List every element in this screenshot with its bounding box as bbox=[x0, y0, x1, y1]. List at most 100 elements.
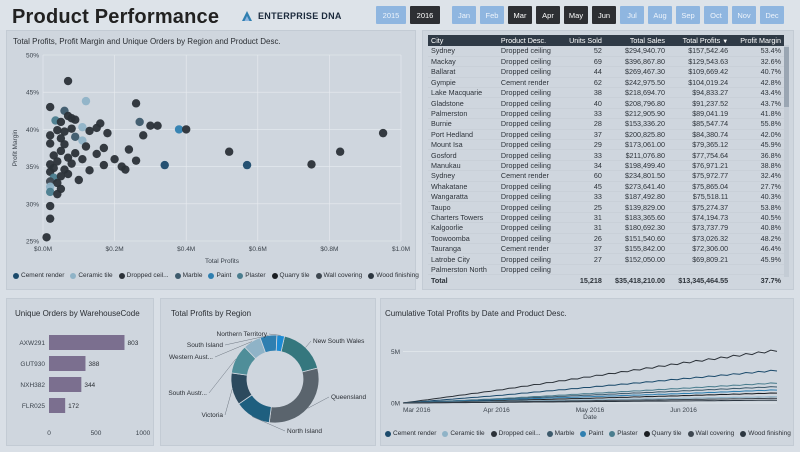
table-row[interactable]: Burnie Dropped ceiling 28 $153,336.20 $85,54… bbox=[428, 118, 784, 130]
scatter-point[interactable] bbox=[63, 169, 73, 179]
scatter-point[interactable] bbox=[307, 160, 316, 169]
month-jul-button[interactable]: Jul bbox=[620, 6, 644, 24]
table-row[interactable]: Whakatane Dropped ceiling 45 $273,641.40 $75… bbox=[428, 181, 784, 192]
scatter-point[interactable] bbox=[78, 154, 87, 164]
scatter-point[interactable] bbox=[92, 123, 101, 133]
scatter-point[interactable] bbox=[78, 122, 87, 132]
scatter-point[interactable] bbox=[71, 149, 80, 158]
col-city[interactable]: City bbox=[428, 35, 498, 46]
table-row[interactable]: Lake Macquarie Dropped ceiling 38 $218,694.… bbox=[428, 87, 784, 99]
table-row[interactable]: Ballarat Dropped ceiling 44 $269,467.30 $109… bbox=[428, 66, 784, 78]
line-legend-item[interactable]: Wall covering bbox=[687, 430, 734, 437]
bars-chart[interactable]: 0 500 1000 AXW291 803 GUT930 388 NXH382 344 FLR02… bbox=[7, 321, 153, 445]
month-apr-button[interactable]: Apr bbox=[536, 6, 560, 24]
line-legend-item[interactable]: Marble bbox=[546, 430, 574, 437]
scatter-point[interactable] bbox=[71, 132, 80, 142]
bar[interactable] bbox=[49, 377, 82, 392]
scatter-point[interactable] bbox=[85, 166, 94, 175]
scatter-point[interactable] bbox=[335, 147, 345, 156]
donut-chart[interactable]: New South Wales Queensland North Island Vic… bbox=[161, 321, 375, 445]
series-line[interactable] bbox=[402, 389, 778, 404]
table-row[interactable]: Gympie Cement render 62 $242,975.50 $104,019… bbox=[428, 77, 784, 89]
table-row[interactable]: Gosford Dropped ceiling 33 $211,076.80 $77,7… bbox=[428, 149, 784, 161]
table-row[interactable]: Taupo Dropped ceiling 25 $139,829.00 $75,274… bbox=[428, 201, 784, 213]
scatter-point[interactable] bbox=[153, 121, 162, 130]
bar[interactable] bbox=[49, 398, 66, 413]
month-jan-button[interactable]: Jan bbox=[452, 6, 476, 24]
month-sep-button[interactable]: Sep bbox=[676, 6, 700, 24]
scatter-point[interactable] bbox=[182, 125, 191, 134]
year-2015-button[interactable]: 2015 bbox=[376, 6, 406, 24]
scatter-point[interactable] bbox=[378, 128, 388, 138]
table-row[interactable]: Latrobe City Dropped ceiling 27 $152,050.00… bbox=[428, 253, 784, 265]
month-feb-button[interactable]: Feb bbox=[480, 6, 504, 24]
scatter-legend-item[interactable]: Paint bbox=[208, 272, 231, 279]
table-row[interactable]: Mackay Dropped ceiling 69 $396,867.80 $129,5… bbox=[428, 56, 784, 68]
bar[interactable] bbox=[49, 335, 125, 350]
scatter-point[interactable] bbox=[56, 172, 66, 181]
scatter-point[interactable] bbox=[60, 140, 69, 149]
scatter-point[interactable] bbox=[135, 117, 144, 127]
scatter-point[interactable] bbox=[110, 154, 119, 164]
scatter-point[interactable] bbox=[45, 102, 55, 112]
month-dec-button[interactable]: Dec bbox=[760, 6, 784, 24]
scatter-point[interactable] bbox=[45, 139, 55, 148]
table-row[interactable]: Toowoomba Dropped ceiling 26 $151,540.60 $73… bbox=[428, 233, 784, 244]
scatter-point[interactable] bbox=[67, 159, 76, 168]
scatter-point[interactable] bbox=[146, 121, 155, 130]
scatter-point[interactable] bbox=[53, 157, 62, 166]
scatter-point[interactable] bbox=[74, 175, 84, 185]
series-line[interactable] bbox=[402, 349, 778, 404]
scatter-legend-item[interactable]: Marble bbox=[174, 272, 202, 279]
scatter-point[interactable] bbox=[81, 142, 91, 151]
table-row[interactable]: Mount Isa Dropped ceiling 29 $173,061.00 $79… bbox=[428, 139, 784, 151]
bar[interactable] bbox=[49, 356, 86, 371]
col-total-sales[interactable]: Total Sales bbox=[604, 35, 668, 46]
scatter-legend-item[interactable]: Wall covering bbox=[315, 272, 362, 279]
scatter-point[interactable] bbox=[242, 160, 252, 170]
table-row[interactable]: Charters Towers Dropped ceiling 31 $183,365… bbox=[428, 212, 784, 224]
scatter-point[interactable] bbox=[131, 156, 141, 165]
scatter-point[interactable] bbox=[56, 146, 66, 156]
scatter-point[interactable] bbox=[160, 160, 169, 170]
scatter-point[interactable] bbox=[60, 127, 69, 136]
scatter-point[interactable] bbox=[81, 96, 91, 106]
scatter-chart[interactable]: 50% 45% 40% 35% 30% 25%$0.0M $0.2M $0.4M $0.6M $0… bbox=[7, 49, 415, 284]
month-oct-button[interactable]: Oct bbox=[704, 6, 728, 24]
table-row[interactable]: Manukau Dropped ceiling 34 $198,499.40 $76,9… bbox=[428, 160, 784, 172]
scatter-point[interactable] bbox=[45, 131, 55, 140]
table-scrollbar[interactable] bbox=[784, 45, 789, 277]
table-row[interactable]: Palmerston Dropped ceiling 33 $212,905.90 $8… bbox=[428, 108, 784, 120]
table-row[interactable]: Gladstone Dropped ceiling 40 $208,796.80 $91… bbox=[428, 97, 784, 109]
table-row[interactable]: Sydney Dropped ceiling 52 $294,940.70 $157,5… bbox=[428, 46, 784, 57]
table-row[interactable]: Sydney Cement render 60 $234,801.50 $75,972.… bbox=[428, 170, 784, 182]
table-row[interactable]: Palmerston North Dropped ceiling bbox=[428, 264, 784, 276]
scatter-point[interactable] bbox=[53, 125, 62, 135]
scatter-legend-item[interactable]: Cement render bbox=[13, 272, 64, 279]
scatter-legend-item[interactable]: Plaster bbox=[237, 272, 266, 279]
scatter-point[interactable] bbox=[92, 149, 101, 159]
table-row[interactable]: Port Hedland Dropped ceiling 37 $200,825.80… bbox=[428, 129, 784, 141]
scatter-point[interactable] bbox=[67, 124, 76, 133]
scatter-point[interactable] bbox=[224, 147, 234, 156]
scatter-point[interactable] bbox=[99, 143, 109, 153]
scatter-point[interactable] bbox=[45, 187, 55, 197]
scatter-point[interactable] bbox=[99, 160, 109, 170]
scatter-legend-item[interactable]: Wood finishing bbox=[368, 272, 419, 279]
month-mar-button[interactable]: Mar bbox=[508, 6, 532, 24]
year-2016-button[interactable]: 2016 bbox=[410, 6, 440, 24]
series-line[interactable] bbox=[402, 369, 778, 404]
series-line[interactable] bbox=[402, 399, 778, 404]
line-legend-item[interactable]: Dropped ceil... bbox=[490, 430, 541, 437]
col-profit-margin[interactable]: Profit Margin bbox=[731, 35, 784, 46]
scatter-legend-item[interactable]: Quarry tile bbox=[271, 272, 310, 279]
line-legend-item[interactable]: Paint bbox=[580, 430, 603, 437]
col-product-desc[interactable]: Product Desc. bbox=[497, 35, 562, 46]
scatter-point[interactable] bbox=[124, 145, 134, 154]
scatter-point[interactable] bbox=[174, 125, 184, 134]
month-may-button[interactable]: May bbox=[564, 6, 588, 24]
scatter-point[interactable] bbox=[71, 115, 80, 124]
scatter-point[interactable] bbox=[139, 131, 148, 140]
table-row[interactable]: Wangaratta Dropped ceiling 33 $187,492.80 $7… bbox=[428, 191, 784, 203]
